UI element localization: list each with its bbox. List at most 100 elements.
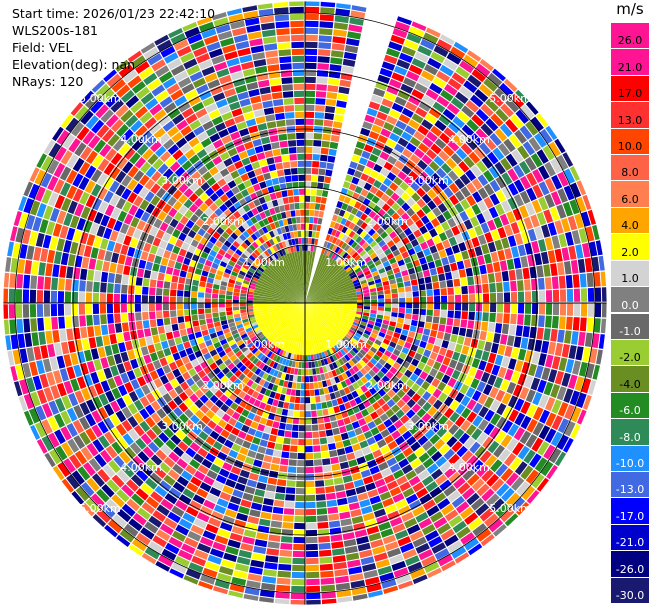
near-field-gate	[254, 303, 305, 317]
velocity-gate	[250, 192, 258, 201]
velocity-gate	[211, 298, 218, 303]
velocity-gate	[325, 105, 336, 113]
velocity-gate	[283, 402, 290, 409]
velocity-gate	[314, 210, 320, 217]
velocity-gate	[386, 480, 399, 491]
velocity-gate	[130, 474, 144, 487]
velocity-gate	[372, 329, 379, 335]
velocity-gate	[508, 409, 519, 423]
velocity-gate	[184, 408, 194, 419]
velocity-gate	[77, 351, 86, 364]
velocity-gate	[199, 536, 214, 547]
velocity-gate	[463, 258, 472, 269]
velocity-gate	[209, 249, 218, 258]
velocity-gate	[213, 321, 221, 328]
velocity-gate	[453, 318, 461, 327]
velocity-gate	[436, 266, 444, 275]
velocity-gate	[291, 578, 305, 586]
velocity-gate	[425, 88, 439, 101]
velocity-gate	[448, 341, 456, 351]
velocity-gate	[438, 150, 450, 162]
velocity-gate	[156, 420, 168, 431]
velocity-gate	[340, 380, 348, 388]
velocity-gate	[236, 453, 247, 462]
velocity-gate	[244, 239, 252, 247]
velocity-gate	[169, 161, 181, 172]
velocity-gate	[295, 245, 300, 252]
near-field-gate	[252, 297, 305, 303]
velocity-gate	[386, 115, 398, 126]
velocity-gate	[91, 119, 105, 134]
velocity-gate	[451, 441, 463, 453]
velocity-gate	[484, 232, 494, 243]
near-field-gate	[254, 303, 305, 320]
velocity-gate	[194, 187, 204, 197]
near-field-gate	[286, 253, 305, 303]
velocity-gate	[351, 337, 358, 344]
velocity-gate	[433, 492, 447, 504]
velocity-gate	[202, 120, 214, 131]
near-field-gate	[305, 303, 316, 355]
velocity-gate	[19, 379, 29, 395]
colorbar-cell	[611, 312, 649, 339]
velocity-gate	[249, 282, 257, 287]
velocity-gate	[232, 306, 240, 311]
velocity-gate	[439, 317, 447, 325]
colorbar-cell	[611, 576, 649, 603]
velocity-gate	[204, 399, 214, 409]
velocity-gate	[373, 118, 385, 128]
velocity-gate	[203, 334, 211, 342]
velocity-gate	[243, 179, 252, 188]
velocity-gate	[538, 165, 550, 180]
velocity-gate	[313, 445, 321, 452]
velocity-gate	[233, 201, 242, 210]
velocity-gate	[402, 324, 410, 331]
velocity-gate	[139, 174, 150, 186]
velocity-gate	[424, 113, 438, 125]
velocity-gate	[554, 138, 566, 154]
velocity-gate	[355, 236, 363, 244]
velocity-gate	[70, 102, 84, 116]
velocity-gate	[165, 266, 174, 275]
velocity-gate	[420, 241, 429, 250]
velocity-gate	[248, 332, 256, 339]
velocity-gate	[291, 238, 296, 246]
velocity-gate	[110, 400, 121, 413]
velocity-gate	[316, 403, 322, 410]
colorbar-cell	[611, 22, 649, 49]
velocity-gate	[168, 389, 178, 399]
velocity-gate	[313, 452, 322, 459]
velocity-gate	[66, 423, 78, 438]
velocity-gate	[332, 384, 339, 392]
velocity-gate	[415, 419, 426, 429]
velocity-gate	[391, 336, 399, 344]
velocity-gate	[337, 497, 348, 506]
velocity-gate	[392, 361, 401, 370]
velocity-gate	[161, 548, 177, 561]
velocity-gate	[354, 354, 361, 362]
velocity-gate	[57, 291, 65, 303]
velocity-gate	[139, 111, 153, 124]
velocity-gate	[248, 125, 259, 134]
velocity-gate	[426, 384, 436, 395]
velocity-gate	[468, 285, 475, 294]
velocity-gate	[101, 324, 109, 336]
near-field-gate	[305, 303, 327, 352]
velocity-gate	[316, 224, 322, 232]
velocity-gate	[475, 63, 491, 77]
velocity-gate	[484, 396, 495, 409]
velocity-gate	[180, 452, 192, 464]
velocity-gate	[254, 230, 261, 239]
near-field-gate	[294, 303, 305, 355]
colorbar-tick-label: -10.0	[615, 456, 645, 470]
velocity-gate	[313, 140, 322, 147]
velocity-gate	[76, 243, 86, 256]
velocity-gate	[210, 85, 223, 96]
velocity-gate	[162, 232, 171, 242]
velocity-gate	[43, 387, 54, 402]
velocity-gate	[382, 338, 391, 345]
velocity-gate	[221, 231, 230, 240]
velocity-gate	[110, 152, 123, 166]
velocity-gate	[247, 170, 256, 179]
velocity-gate	[468, 311, 475, 321]
